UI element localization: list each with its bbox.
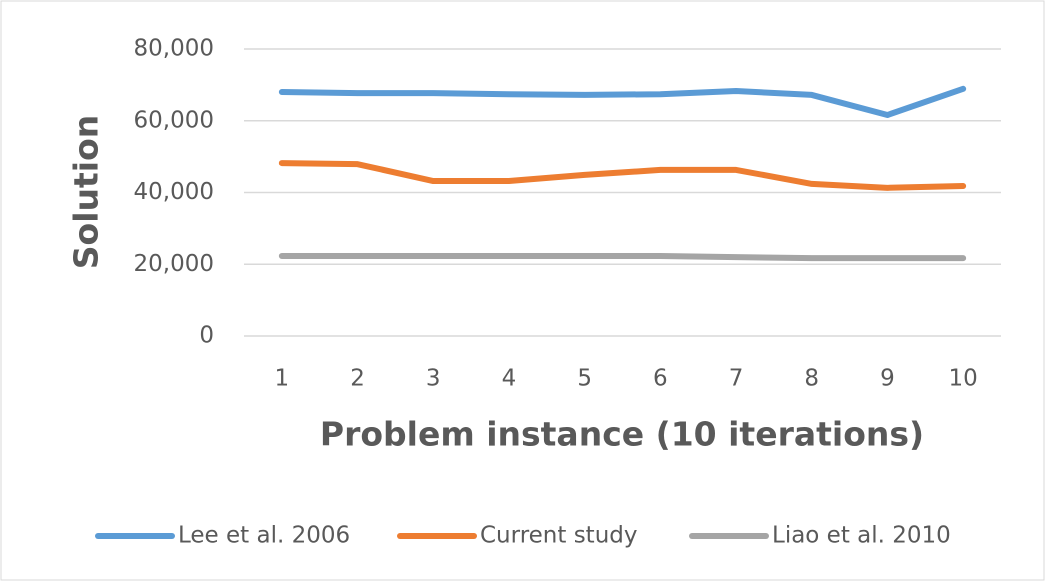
legend-label: Liao et al. 2010 bbox=[772, 523, 951, 549]
y-tick-label: 20,000 bbox=[134, 251, 214, 277]
x-axis-title: Problem instance (10 iterations) bbox=[320, 415, 924, 454]
y-tick-label: 0 bbox=[199, 323, 214, 349]
x-tick-label: 1 bbox=[275, 366, 290, 392]
x-tick-label: 4 bbox=[502, 366, 517, 392]
x-tick-label: 3 bbox=[426, 366, 441, 392]
line-series bbox=[278, 252, 967, 262]
x-tick-label: 10 bbox=[949, 366, 978, 392]
line-series bbox=[278, 85, 967, 119]
x-tick-label: 7 bbox=[729, 366, 744, 392]
legend-label: Current study bbox=[480, 523, 638, 549]
x-tick-label: 9 bbox=[880, 366, 895, 392]
x-tick-label: 2 bbox=[350, 366, 365, 392]
y-tick-label: 80,000 bbox=[134, 36, 214, 62]
legend-label: Lee et al. 2006 bbox=[178, 523, 350, 549]
x-tick-label: 5 bbox=[577, 366, 592, 392]
y-axis-title: Solution bbox=[67, 115, 106, 270]
y-tick-label: 60,000 bbox=[134, 107, 214, 133]
x-tick-label: 6 bbox=[653, 366, 668, 392]
y-tick-label: 40,000 bbox=[134, 179, 214, 205]
x-tick-label: 8 bbox=[804, 366, 819, 392]
line-series bbox=[278, 160, 967, 191]
